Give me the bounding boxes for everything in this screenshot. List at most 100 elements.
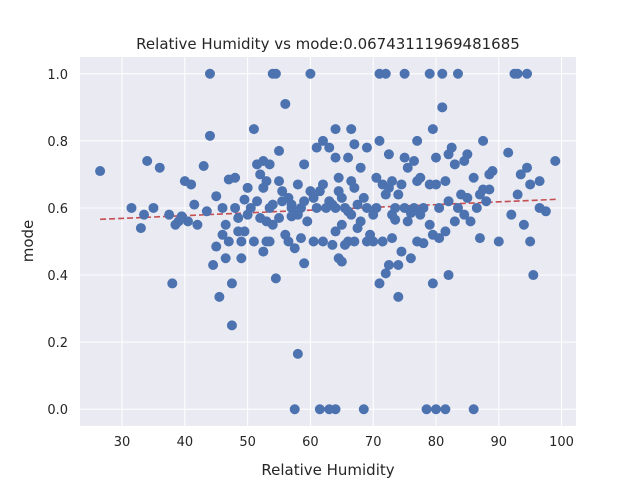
data-point (142, 155, 153, 166)
data-point (299, 258, 310, 269)
data-point (468, 404, 479, 415)
data-point (223, 236, 234, 247)
data-point (239, 194, 250, 205)
data-point (308, 236, 319, 247)
data-point (512, 68, 523, 79)
data-point (522, 162, 533, 173)
data-point (248, 124, 259, 135)
data-point (430, 152, 441, 163)
data-point (230, 172, 241, 183)
data-point (352, 199, 363, 210)
data-point (427, 124, 438, 135)
data-point (220, 219, 231, 230)
data-point (449, 216, 460, 227)
data-point (296, 233, 307, 244)
data-point (424, 68, 435, 79)
data-point (512, 189, 523, 200)
data-point (515, 169, 526, 180)
data-point (418, 202, 429, 213)
data-point (424, 219, 435, 230)
data-point (349, 236, 360, 247)
data-point (255, 169, 266, 180)
plot-area (80, 57, 576, 426)
data-point (317, 236, 328, 247)
x-tick-label: 40 (177, 435, 194, 450)
data-point (393, 291, 404, 302)
data-point (503, 147, 514, 158)
data-point (518, 219, 529, 230)
data-point (459, 209, 470, 220)
x-axis-label: Relative Humidity (261, 461, 394, 479)
data-point (267, 199, 278, 210)
data-point (534, 176, 545, 187)
data-point (409, 202, 420, 213)
data-point (355, 162, 366, 173)
data-point (245, 202, 256, 213)
data-point (380, 68, 391, 79)
data-point (305, 68, 316, 79)
data-point (440, 226, 451, 237)
x-tick-label: 100 (549, 435, 574, 450)
data-point (446, 142, 457, 153)
data-point (135, 223, 146, 234)
data-point (528, 270, 539, 281)
data-point (361, 142, 372, 153)
x-tick-labels: 30 40 50 60 70 80 90 100 (114, 435, 574, 450)
data-point (239, 226, 250, 237)
data-point (330, 152, 341, 163)
data-point (440, 176, 451, 187)
data-point (374, 278, 385, 289)
data-point (258, 246, 269, 257)
data-point (95, 166, 106, 177)
data-point (126, 202, 137, 213)
data-point (396, 179, 407, 190)
data-point (468, 172, 479, 183)
data-point (217, 202, 228, 213)
data-point (399, 152, 410, 163)
x-tick-label: 30 (114, 435, 131, 450)
data-point (299, 159, 310, 170)
data-point (493, 236, 504, 247)
x-tick-label: 60 (302, 435, 319, 450)
data-point (346, 124, 357, 135)
x-tick-label: 80 (428, 435, 445, 450)
data-point (220, 253, 231, 264)
data-point (409, 155, 420, 166)
data-point (230, 202, 241, 213)
data-point (333, 172, 344, 183)
data-point (374, 135, 385, 146)
data-point (252, 196, 263, 207)
data-point (462, 192, 473, 203)
y-tick-label: 0.4 (47, 269, 68, 284)
x-tick-label: 90 (491, 435, 508, 450)
data-point (270, 273, 281, 284)
data-point (383, 149, 394, 160)
data-point (418, 238, 429, 249)
data-point (393, 259, 404, 270)
y-tick-label: 1.0 (47, 68, 68, 83)
data-point (336, 192, 347, 203)
data-point (481, 196, 492, 207)
data-point (204, 68, 215, 79)
data-point (267, 219, 278, 230)
data-point (226, 278, 237, 289)
data-point (380, 268, 391, 279)
data-point (308, 192, 319, 203)
data-point (412, 135, 423, 146)
data-point (371, 202, 382, 213)
y-tick-label: 0.6 (47, 202, 68, 217)
data-point (292, 179, 303, 190)
data-point (311, 142, 322, 153)
data-point (226, 320, 237, 331)
data-point (434, 233, 445, 244)
y-axis-label: mode (19, 220, 37, 263)
y-tick-label: 0.8 (47, 135, 68, 150)
data-point (346, 209, 357, 220)
data-point (330, 202, 341, 213)
data-point (474, 233, 485, 244)
data-point (274, 213, 285, 224)
data-point (421, 404, 432, 415)
y-tick-label: 0.0 (47, 403, 68, 418)
data-point (443, 196, 454, 207)
